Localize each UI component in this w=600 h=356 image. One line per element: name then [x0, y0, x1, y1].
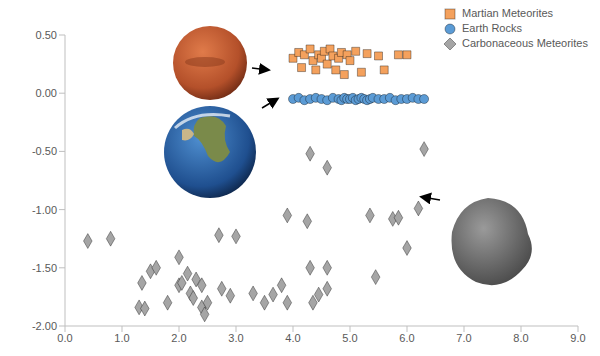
svg-text:0.00: 0.00 [36, 87, 57, 99]
svg-text:8.0: 8.0 [513, 332, 528, 344]
html-text:Earth Rocks: Earth Rocks [462, 22, 522, 34]
svg-text:6.0: 6.0 [399, 332, 414, 344]
svg-text:2.0: 2.0 [171, 332, 186, 344]
svg-text:-2.00: -2.00 [32, 320, 57, 332]
svg-text:4.0: 4.0 [285, 332, 300, 344]
svg-text:7.0: 7.0 [456, 332, 471, 344]
svg-text:9.0: 9.0 [570, 332, 585, 344]
svg-text:1.0: 1.0 [114, 332, 129, 344]
svg-text:-1.00: -1.00 [32, 204, 57, 216]
svg-text:-1.50: -1.50 [32, 262, 57, 274]
svg-text:0.0: 0.0 [57, 332, 72, 344]
svg-text:5.0: 5.0 [342, 332, 357, 344]
svg-text:3.0: 3.0 [228, 332, 243, 344]
svg-text:-0.50: -0.50 [32, 145, 57, 157]
html-text:Martian Meteorites: Martian Meteorites [462, 7, 554, 19]
svg-text:0.50: 0.50 [36, 29, 57, 41]
html-text:Carbonaceous Meteorites: Carbonaceous Meteorites [462, 37, 588, 49]
